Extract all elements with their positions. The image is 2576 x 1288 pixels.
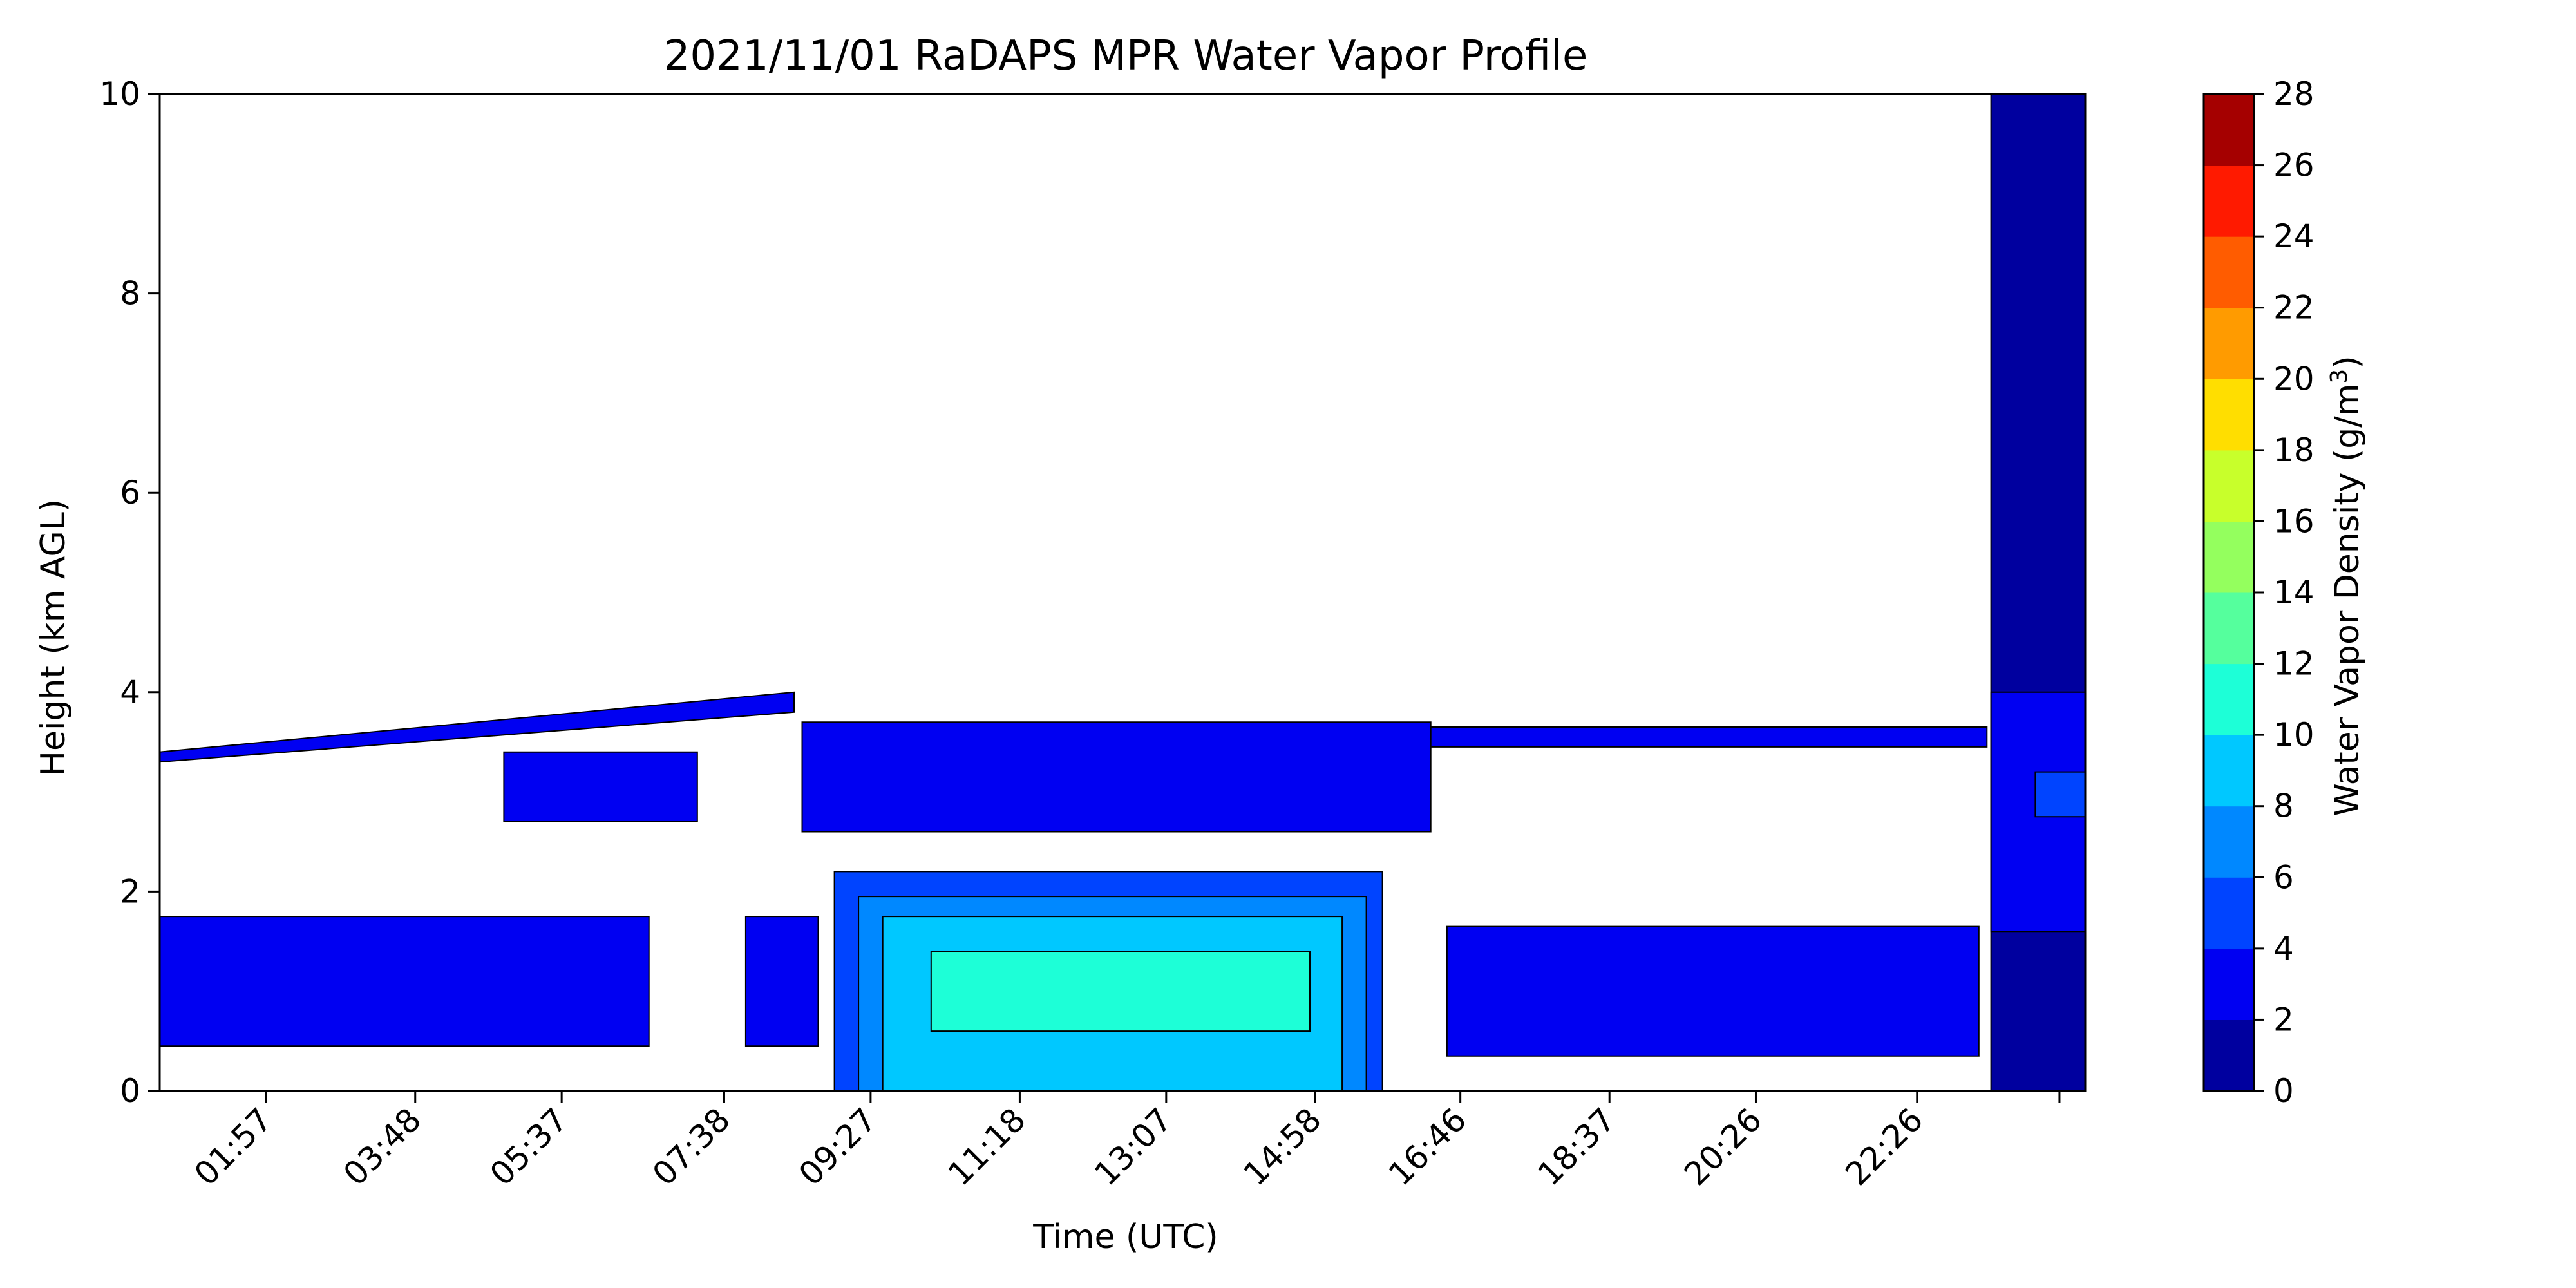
vapor-region-11 [1990, 94, 2085, 1091]
y-tick-label: 6 [120, 474, 140, 511]
colorbar-tick-label: 0 [2273, 1072, 2294, 1110]
y-axis-title: Height (km AGL) [34, 499, 73, 776]
vapor-region-3 [744, 916, 819, 1047]
colorbar-tick-label: 12 [2273, 645, 2315, 683]
colorbar-swatch [2204, 1019, 2254, 1092]
y-tick-label: 0 [120, 1072, 140, 1110]
colorbar-tick-label: 22 [2273, 289, 2315, 327]
colorbar-tick-label: 24 [2273, 218, 2315, 255]
vapor-region-0 [160, 691, 795, 763]
colorbar-swatch [2204, 165, 2254, 237]
plot-area [160, 94, 2085, 1091]
colorbar-title-sup: 3 [2326, 369, 2353, 384]
colorbar-swatch [2204, 877, 2254, 949]
colorbar-tick-label: 26 [2273, 147, 2315, 184]
colorbar-swatch [2204, 379, 2254, 451]
colorbar-title-main: Water Vapor Density (g/m [2328, 384, 2367, 817]
colorbar-swatch [2204, 948, 2254, 1020]
colorbar-tick-label: 20 [2273, 360, 2315, 397]
chart-title: 2021/11/01 RaDAPS MPR Water Vapor Profil… [664, 32, 1588, 80]
colorbar-title: Water Vapor Density (g/m3) [2326, 355, 2367, 816]
colorbar-swatch [2204, 735, 2254, 807]
colorbar-swatch [2204, 236, 2254, 308]
vapor-region-10 [1430, 726, 1988, 748]
colorbar-tick-label: 28 [2273, 75, 2315, 113]
colorbar-swatch [2204, 521, 2254, 593]
colorbar-title-end: ) [2328, 355, 2367, 368]
colorbar-tick-label: 16 [2273, 502, 2315, 540]
colorbar-swatch [2204, 806, 2254, 878]
vapor-region-8 [930, 951, 1311, 1032]
y-tick-label: 2 [120, 873, 140, 910]
colorbar-tick-label: 2 [2273, 1001, 2294, 1038]
colorbar-swatch [2204, 663, 2254, 735]
plot-frame [158, 93, 2087, 1092]
vapor-region-9 [1446, 925, 1980, 1057]
colorbar-tick-label: 4 [2273, 930, 2294, 967]
colorbar-tick-label: 14 [2273, 574, 2315, 611]
y-tick-label: 4 [120, 674, 140, 711]
vapor-region-13 [2034, 771, 2085, 818]
vapor-region-2 [160, 916, 650, 1047]
colorbar-swatch [2204, 94, 2254, 166]
vapor-region-4 [801, 721, 1432, 833]
colorbar-tick-label: 10 [2273, 716, 2315, 753]
x-axis-title: Time (UTC) [1032, 1218, 1218, 1256]
colorbar-swatch [2204, 307, 2254, 379]
colorbar-tick-label: 8 [2273, 788, 2294, 825]
colorbar-tick-label: 18 [2273, 431, 2315, 469]
y-tick-label: 10 [99, 75, 140, 113]
colorbar-tick-label: 6 [2273, 858, 2294, 896]
vapor-region-1 [503, 751, 698, 822]
y-tick-label: 8 [120, 275, 140, 312]
colorbar-swatch [2204, 450, 2254, 522]
colorbar-swatch [2204, 592, 2254, 665]
